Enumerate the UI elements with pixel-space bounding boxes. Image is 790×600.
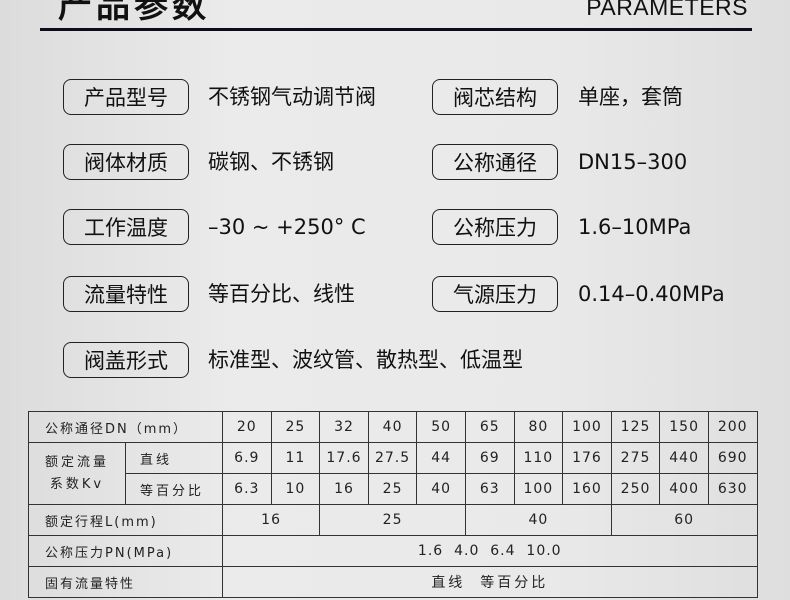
pn-value: 1.6 4.0 6.4 10.0 <box>222 535 758 567</box>
dn-cell: 80 <box>513 411 564 443</box>
param-label: 产品型号 <box>63 79 189 115</box>
param-label: 阀体材质 <box>63 144 189 180</box>
param-value: 单座，套筒 <box>578 85 683 109</box>
linear-cell: 17.6 <box>319 442 369 474</box>
dn-cell: 20 <box>222 411 272 443</box>
param-label: 公称通径 <box>432 144 558 180</box>
eqp-label: 等百分比 <box>125 473 223 505</box>
stroke-cell: 40 <box>464 504 612 536</box>
eqp-cell: 250 <box>610 473 661 505</box>
stroke-cell: 60 <box>610 504 758 536</box>
char-label: 固有流量特性 <box>28 566 223 598</box>
linear-cell: 275 <box>610 442 661 474</box>
eqp-cell: 400 <box>659 473 709 505</box>
table-row: 公称通径DN（mm） 20 25 32 40 50 65 80 100 125 150 200 <box>28 411 758 443</box>
dn-cell: 200 <box>707 411 758 443</box>
kv-label: 额定流量系数Kv <box>28 442 126 505</box>
param-label: 公称压力 <box>432 209 558 245</box>
param-label: 阀盖形式 <box>63 342 189 378</box>
page-title: 产品参数 <box>58 0 210 26</box>
eqp-cell: 63 <box>464 473 515 505</box>
param-label: 气源压力 <box>432 276 558 312</box>
table-row: 额定流量系数Kv 直线 6.9 11 17.6 27.5 44 69 110 176 275 44… <box>28 442 758 505</box>
param-value: –30 ~ +250° C <box>208 215 366 239</box>
linear-cell: 6.9 <box>222 442 272 474</box>
eqp-cell: 40 <box>416 473 466 505</box>
param-label: 阀芯结构 <box>432 79 558 115</box>
param-value: 0.14–0.40MPa <box>578 282 725 306</box>
linear-cell: 69 <box>464 442 515 474</box>
eqp-cell: 630 <box>707 473 758 505</box>
param-value: 等百分比、线性 <box>208 282 355 306</box>
linear-cell: 690 <box>707 442 758 474</box>
linear-cell: 27.5 <box>367 442 418 474</box>
eqp-cell: 6.3 <box>222 473 272 505</box>
eqp-cell: 160 <box>562 473 612 505</box>
linear-label: 直线 <box>125 442 223 474</box>
dn-cell: 100 <box>562 411 612 443</box>
stroke-cell: 25 <box>319 504 466 536</box>
eqp-cell: 16 <box>319 473 369 505</box>
eqp-cell: 10 <box>270 473 321 505</box>
dn-cell: 32 <box>319 411 369 443</box>
eqp-cell: 25 <box>367 473 418 505</box>
linear-cell: 110 <box>513 442 564 474</box>
dn-cell: 125 <box>610 411 661 443</box>
param-value: 标准型、波纹管、散热型、低温型 <box>208 348 523 372</box>
table-row: 额定行程L(mm) 16 25 40 60 <box>28 504 758 536</box>
pn-label: 公称压力PN(MPa) <box>28 535 223 567</box>
dn-cell: 40 <box>367 411 418 443</box>
param-value: 1.6–10MPa <box>578 215 692 239</box>
dn-cell: 65 <box>464 411 515 443</box>
eqp-cell: 100 <box>513 473 564 505</box>
dn-label: 公称通径DN（mm） <box>28 411 223 443</box>
divider <box>40 28 752 31</box>
table-row: 等百分比 6.3 10 16 25 40 63 100 160 250 400 630 <box>29 473 758 505</box>
char-value: 直线 等百分比 <box>222 566 758 598</box>
param-value: 不锈钢气动调节阀 <box>208 85 376 109</box>
param-label: 工作温度 <box>63 209 189 245</box>
linear-cell: 440 <box>659 442 709 474</box>
table-row: 公称压力PN(MPa) 1.6 4.0 6.4 10.0 <box>28 535 758 567</box>
stroke-label: 额定行程L(mm) <box>28 504 223 536</box>
param-value: 碳钢、不锈钢 <box>208 150 334 174</box>
spec-table: 公称通径DN（mm） 20 25 32 40 50 65 80 100 125 150 200 额定… <box>28 411 758 598</box>
stroke-cell: 16 <box>221 504 321 536</box>
param-value: DN15–300 <box>578 150 688 174</box>
page-subtitle: PARAMETERS <box>586 0 748 20</box>
dn-cell: 150 <box>659 411 709 443</box>
dn-cell: 25 <box>270 411 321 443</box>
linear-cell: 44 <box>416 442 466 474</box>
linear-cell: 11 <box>270 442 321 474</box>
dn-cell: 50 <box>416 411 466 443</box>
table-row: 固有流量特性 直线 等百分比 <box>28 566 758 598</box>
param-label: 流量特性 <box>63 276 189 312</box>
kv-label-text: 额定流量系数Kv <box>44 454 109 492</box>
linear-cell: 176 <box>562 442 612 474</box>
